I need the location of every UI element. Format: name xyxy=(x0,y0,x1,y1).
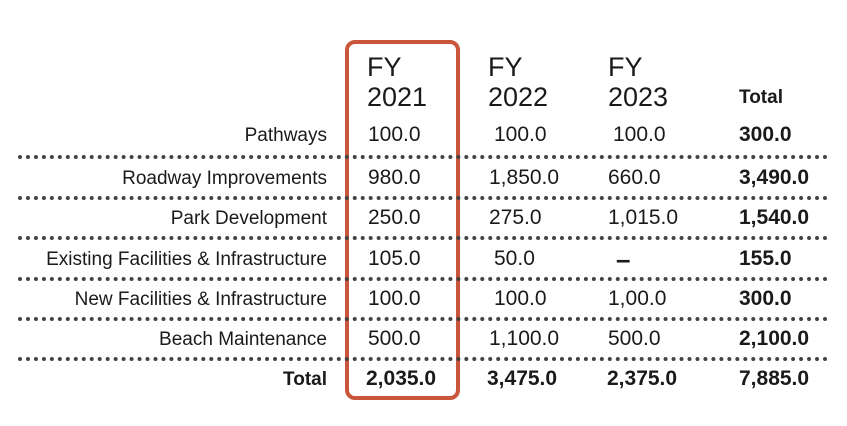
row-divider xyxy=(18,155,828,159)
cell-pathways-total: 300.0 xyxy=(739,123,792,146)
cell-new-fy2021: 100.0 xyxy=(368,287,421,310)
row-divider xyxy=(18,196,828,200)
cell-existing-total: 155.0 xyxy=(739,247,792,270)
cell-pathways-fy2023: 100.0 xyxy=(613,123,666,146)
row-divider xyxy=(18,277,828,281)
cell-existing-fy2021: 105.0 xyxy=(368,247,421,270)
header-fy2022: FY 2022 xyxy=(488,52,548,112)
cell-park-fy2021: 250.0 xyxy=(368,206,421,229)
header-fy2023-line2: 2023 xyxy=(608,82,669,112)
cell-roadway-fy2023: 660.0 xyxy=(608,166,661,189)
cell-park-total: 1,540.0 xyxy=(739,206,810,229)
cell-roadway-fy2021: 980.0 xyxy=(368,166,421,189)
row-label-park: Park Development xyxy=(170,208,327,229)
row-divider xyxy=(18,236,828,240)
row-divider xyxy=(18,357,828,361)
header-fy2021-line2: 2021 xyxy=(367,82,428,112)
cell-roadway-fy2022: 1,850.0 xyxy=(489,166,560,189)
cell-roadway-total: 3,490.0 xyxy=(739,166,810,189)
header-fy2023-line1: FY xyxy=(608,52,643,82)
row-label-new-facilities: New Facilities & Infrastructure xyxy=(74,289,327,310)
row-label-total: Total xyxy=(283,369,327,390)
cell-existing-fy2022: 50.0 xyxy=(494,247,535,270)
header-fy2021: FY 2021 xyxy=(367,52,427,112)
row-divider xyxy=(18,317,828,321)
cell-total-total: 7,885.0 xyxy=(739,367,810,390)
row-label-existing-facilities: Existing Facilities & Infrastructure xyxy=(46,249,327,270)
cell-pathways-fy2022: 100.0 xyxy=(494,123,547,146)
cell-park-fy2022: 275.0 xyxy=(489,206,542,229)
header-total: Total xyxy=(739,87,783,108)
cell-new-fy2022: 100.0 xyxy=(494,287,547,310)
cell-pathways-fy2021: 100.0 xyxy=(368,123,421,146)
cell-beach-fy2023: 500.0 xyxy=(608,327,661,350)
header-fy2021-line1: FY xyxy=(367,52,402,82)
row-label-pathways: Pathways xyxy=(244,125,327,146)
header-fy2023: FY 2023 xyxy=(608,52,668,112)
cell-beach-fy2022: 1,100.0 xyxy=(489,327,560,350)
cell-park-fy2023: 1,015.0 xyxy=(608,206,679,229)
cell-existing-fy2023: – xyxy=(616,244,631,274)
cell-new-fy2023: 1,00.0 xyxy=(608,287,667,310)
header-fy2022-line2: 2022 xyxy=(488,82,549,112)
cell-beach-total: 2,100.0 xyxy=(739,327,810,350)
cell-beach-fy2021: 500.0 xyxy=(368,327,421,350)
cell-total-fy2022: 3,475.0 xyxy=(487,367,558,390)
cell-new-total: 300.0 xyxy=(739,287,792,310)
row-label-beach: Beach Maintenance xyxy=(159,329,327,350)
fy2021-highlight-box xyxy=(345,40,460,400)
row-label-roadway: Roadway Improvements xyxy=(122,168,327,189)
cell-total-fy2023: 2,375.0 xyxy=(607,367,678,390)
cell-total-fy2021: 2,035.0 xyxy=(366,367,437,390)
header-fy2022-line1: FY xyxy=(488,52,523,82)
